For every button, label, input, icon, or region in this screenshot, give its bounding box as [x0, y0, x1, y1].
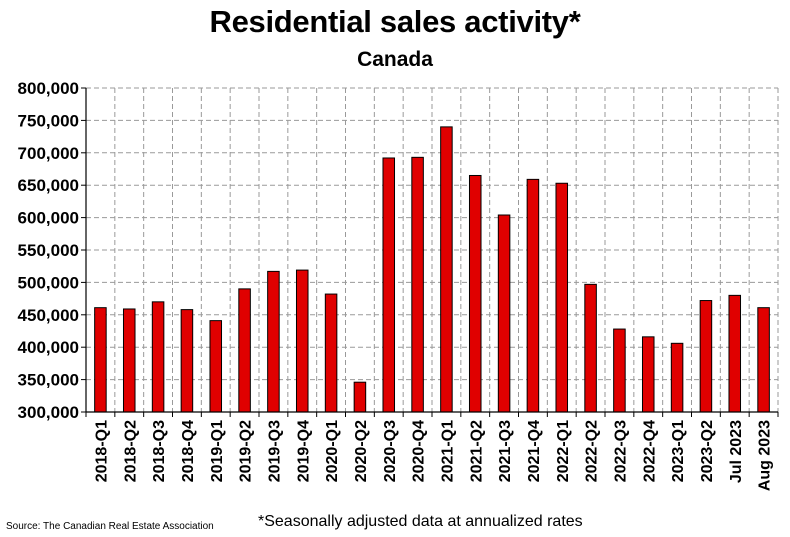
bar: [151, 301, 165, 413]
bar: [382, 157, 396, 413]
x-tick-label: 2020-Q4: [411, 420, 428, 482]
x-tick-label: 2020-Q1: [324, 420, 341, 482]
x-tick-label: Aug 2023: [757, 420, 774, 491]
x-tick-label: Jul 2023: [728, 420, 745, 483]
x-tick-label: 2021-Q2: [468, 420, 485, 482]
bar: [699, 300, 713, 413]
y-tick-label: 750,000: [18, 111, 79, 130]
bar: [526, 178, 540, 413]
x-tick-label: 2021-Q3: [497, 420, 514, 482]
x-tick-label: 2020-Q2: [353, 420, 370, 482]
x-tick-label: 2018-Q1: [93, 420, 110, 482]
bar: [324, 293, 338, 413]
bar: [728, 294, 742, 413]
y-tick-label: 600,000: [18, 209, 79, 228]
y-tick-label: 550,000: [18, 241, 79, 260]
x-tick-label: 2021-Q4: [526, 420, 543, 482]
x-tick-label: 2020-Q3: [382, 420, 399, 482]
bar: [670, 342, 684, 413]
bar: [238, 288, 251, 413]
x-tick-label: 2021-Q1: [439, 420, 456, 482]
x-tick-label: 2022-Q3: [612, 420, 629, 482]
x-tick-label: 2023-Q2: [699, 420, 716, 482]
bar: [757, 307, 770, 413]
bar: [94, 307, 107, 413]
x-tick-label: 2018-Q4: [180, 420, 197, 482]
x-tick-label: 2018-Q3: [151, 420, 168, 482]
y-tick-label: 450,000: [18, 306, 79, 325]
bar: [122, 308, 136, 413]
bar: [641, 336, 655, 413]
x-tick-label: 2022-Q2: [584, 420, 601, 482]
y-tick-label: 700,000: [18, 144, 79, 163]
bar: [267, 270, 280, 413]
y-tick-label: 650,000: [18, 176, 79, 195]
x-tick-label: 2022-Q1: [555, 420, 572, 482]
x-tick-label: 2019-Q3: [266, 420, 283, 482]
x-tick-label: 2018-Q2: [122, 420, 139, 482]
footnote: *Seasonally adjusted data at annualized …: [258, 513, 583, 530]
x-tick-label: 2019-Q1: [209, 420, 226, 482]
bar: [555, 182, 569, 413]
x-tick-label: 2023-Q1: [670, 420, 687, 482]
bar: [209, 320, 223, 413]
y-tick-label: 400,000: [18, 338, 79, 357]
bar: [180, 309, 194, 413]
bar: [440, 126, 453, 413]
x-tick-label: 2022-Q4: [641, 420, 658, 482]
bar: [613, 328, 626, 413]
bar: [584, 283, 597, 413]
chart-subtitle: Canada: [357, 48, 433, 71]
y-tick-label: 350,000: [18, 371, 79, 390]
bar: [468, 174, 482, 413]
y-tick-label: 500,000: [18, 273, 79, 292]
y-tick-label: 800,000: [18, 79, 79, 98]
bar: [295, 269, 309, 413]
bar: [497, 214, 511, 413]
y-tick-label: 300,000: [18, 403, 79, 422]
x-tick-label: 2019-Q2: [238, 420, 255, 482]
x-tick-label: 2019-Q4: [295, 420, 312, 482]
bar: [353, 381, 367, 413]
source-note: Source: The Canadian Real Estate Associa…: [6, 521, 214, 532]
chart-title: Residential sales activity*: [209, 4, 581, 39]
bar: [411, 156, 424, 413]
